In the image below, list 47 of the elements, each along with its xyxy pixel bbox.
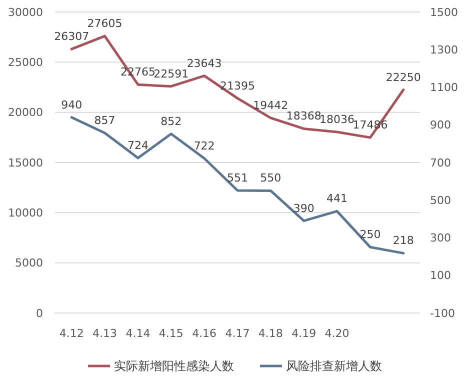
data-label: 27605 (87, 17, 122, 30)
data-label: 852 (160, 114, 182, 128)
x-tick-label: 4.13 (92, 326, 118, 340)
data-label: 724 (127, 138, 148, 152)
data-label: 250 (360, 228, 381, 242)
data-label: 18368 (286, 110, 322, 123)
y2-tick-label: 1100 (430, 81, 458, 94)
y2-tick-label: 500 (430, 194, 451, 207)
data-label: 390 (293, 202, 314, 215)
data-label: 550 (260, 172, 282, 185)
y-tick-label: 10000 (8, 206, 43, 220)
y-tick-label: 25000 (8, 56, 43, 70)
y2-tick-label: 1500 (430, 6, 458, 19)
data-label: 23643 (186, 56, 222, 70)
y2-tick-label: 300 (430, 232, 451, 245)
data-label: 857 (94, 114, 116, 127)
y-tick-label: 0 (36, 306, 43, 320)
data-label: 551 (227, 172, 248, 185)
y2-tick-label: 900 (430, 118, 451, 132)
x-tick-label: 4.15 (158, 326, 184, 340)
y2-tick-label: 100 (430, 269, 451, 282)
data-label: 22250 (386, 70, 421, 84)
data-label: 441 (326, 192, 348, 206)
x-tick-label: 4.17 (225, 326, 250, 340)
y2-tick-label: 1300 (430, 43, 458, 56)
x-tick-label: 4.18 (258, 326, 283, 340)
x-tick-label: 4.14 (126, 326, 150, 340)
legend-label: 风险排查新增人数 (286, 359, 382, 374)
data-label: 19442 (253, 98, 288, 112)
data-label: 22591 (154, 67, 189, 80)
y-tick-label: 15000 (8, 156, 43, 170)
y-tick-label: 5000 (15, 256, 43, 270)
data-label: 21395 (220, 79, 255, 92)
data-label: 940 (61, 98, 82, 112)
data-label: 218 (392, 234, 414, 248)
x-tick-label: 4.12 (59, 326, 84, 340)
data-label: 18036 (320, 113, 355, 126)
y-tick-label: 30000 (8, 6, 43, 19)
y2-tick-label: -100 (430, 306, 455, 320)
y-tick-label: 20000 (8, 106, 43, 120)
x-tick-label: 4.19 (292, 326, 316, 340)
data-label: 26307 (54, 30, 90, 44)
legend-label: 实际新增阳性感染人数 (114, 359, 234, 374)
data-label: 722 (194, 139, 215, 152)
y2-tick-label: 700 (430, 156, 451, 170)
x-tick-label: 4.16 (192, 326, 217, 340)
x-tick-label: 4.20 (324, 326, 350, 340)
